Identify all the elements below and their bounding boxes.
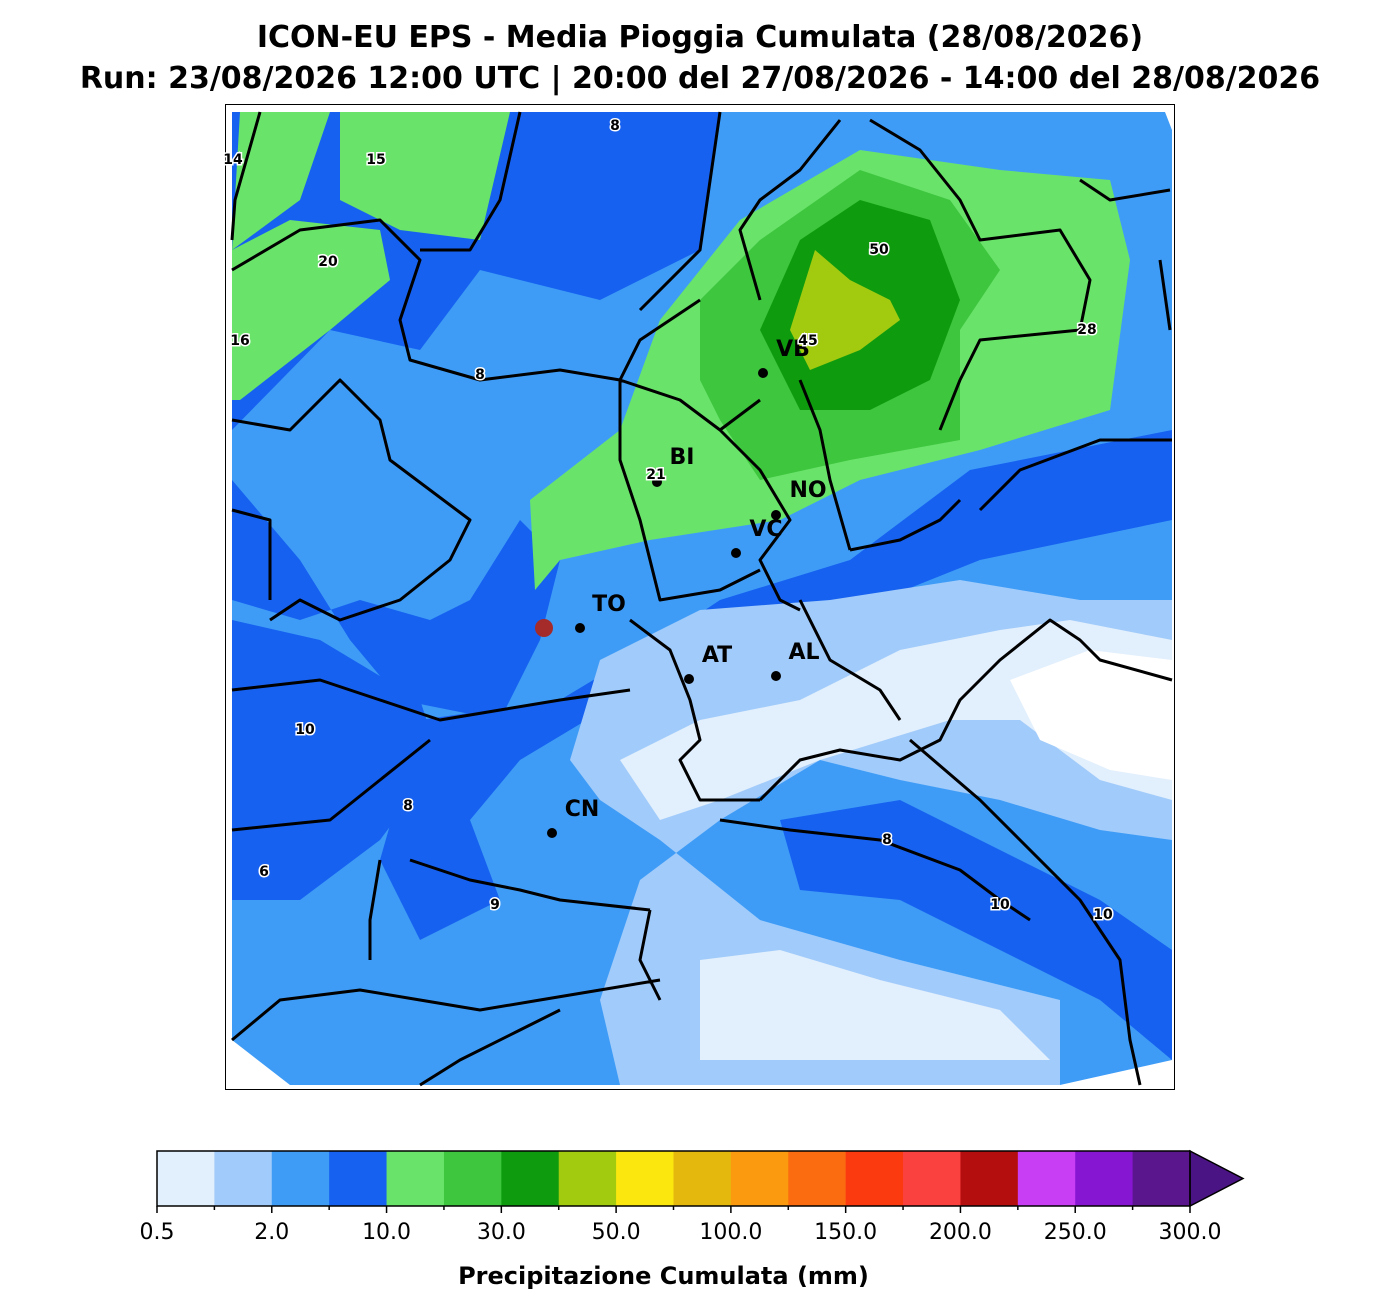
- city-dot: [575, 623, 585, 633]
- city-dot: [731, 548, 741, 558]
- colorbar-swatch: [214, 1151, 273, 1206]
- contour-label: 8: [403, 798, 413, 814]
- subtitle: Run: 23/08/2026 12:00 UTC | 20:00 del 27…: [80, 61, 1320, 96]
- colorbar-swatch: [157, 1151, 215, 1206]
- contour-label: 8: [475, 367, 485, 383]
- city-label: VB: [776, 337, 810, 362]
- colorbar-tick-label: 2.0: [254, 1220, 289, 1245]
- colorbar-swatch: [903, 1151, 961, 1206]
- colorbar-swatch: [501, 1151, 560, 1206]
- colorbar-swatch: [788, 1151, 847, 1206]
- city-dot: [652, 477, 662, 487]
- colorbar-swatch: [329, 1151, 388, 1206]
- contour-label: 15: [366, 152, 385, 168]
- contour-label: 45: [798, 333, 817, 349]
- colorbar-swatch: [558, 1151, 617, 1206]
- colorbar-swatch: [730, 1151, 789, 1206]
- colorbar-tick-label: 30.0: [477, 1220, 526, 1245]
- colorbar-label: Precipitazione Cumulata (mm): [458, 1262, 869, 1290]
- colorbar-swatch: [845, 1151, 904, 1206]
- city-dot: [684, 674, 694, 684]
- colorbar-extend: [1189, 1149, 1245, 1208]
- colorbar-swatch: [271, 1151, 330, 1206]
- map: [225, 104, 1175, 1090]
- contour-label: 10: [990, 897, 1010, 913]
- contour-label: 16: [230, 333, 249, 349]
- contour-label: 6: [259, 864, 269, 880]
- colorbar-tick-label: 50.0: [592, 1220, 641, 1245]
- city-dot: [771, 671, 781, 681]
- location-marker: [535, 619, 553, 637]
- city-label: AL: [788, 640, 819, 665]
- colorbar-swatch: [443, 1151, 502, 1206]
- colorbar-tick-label: 250.0: [1044, 1220, 1107, 1245]
- city-dot: [758, 368, 768, 378]
- colorbar-swatch: [1017, 1151, 1076, 1206]
- title: ICON-EU EPS - Media Pioggia Cumulata (28…: [257, 20, 1143, 55]
- city-label: BI: [670, 445, 695, 470]
- contour-label: 9: [490, 897, 500, 913]
- contour-label: 8: [882, 832, 892, 848]
- colorbar-swatch: [960, 1151, 1019, 1206]
- contour-label: 28: [1077, 322, 1096, 338]
- colorbar-tick-label: 200.0: [929, 1220, 992, 1245]
- colorbar-swatch: [616, 1151, 674, 1206]
- city-label: CN: [565, 797, 600, 822]
- city-label: NO: [789, 478, 826, 503]
- colorbar-tick-label: 150.0: [814, 1220, 877, 1245]
- colorbar-tick-label: 100.0: [699, 1220, 762, 1245]
- contour-label: 14: [223, 152, 243, 168]
- colorbar-tick-label: 10.0: [362, 1220, 411, 1245]
- colorbar-swatch: [386, 1151, 445, 1206]
- city-label: AT: [702, 643, 732, 668]
- city-label: TO: [592, 592, 626, 617]
- colorbar-swatch: [1075, 1151, 1134, 1206]
- city-dot: [547, 828, 557, 838]
- contour-label: 50: [869, 242, 889, 258]
- city-label: VC: [749, 517, 782, 542]
- colorbar-tick-label: 0.5: [140, 1220, 175, 1245]
- colorbar-swatch: [1132, 1151, 1191, 1206]
- contour-label: 10: [295, 722, 315, 738]
- colorbar-tick-label: 300.0: [1159, 1220, 1222, 1245]
- contour-label: 8: [610, 118, 620, 134]
- contour-label: 21: [646, 467, 665, 483]
- contour-label: 10: [1093, 907, 1113, 923]
- colorbar-swatch: [673, 1151, 732, 1206]
- city-dot: [771, 510, 781, 520]
- contour-label: 20: [318, 254, 338, 270]
